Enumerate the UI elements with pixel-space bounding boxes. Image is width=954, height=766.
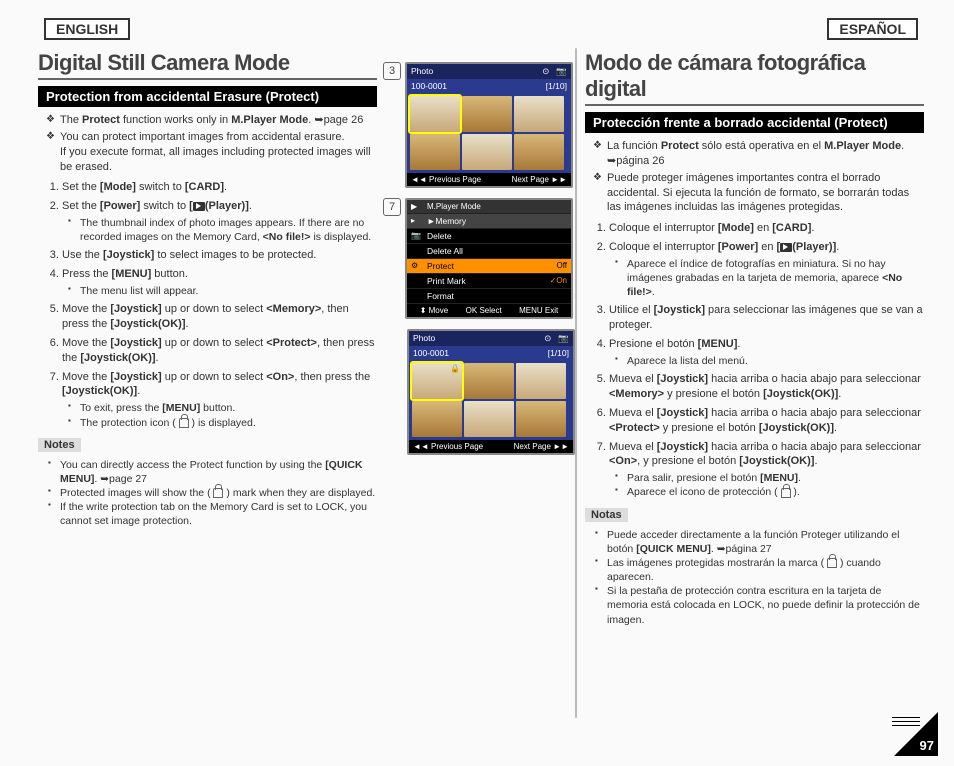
substep: To exit, press the [MENU] button. — [68, 401, 377, 415]
manual-page: ENGLISH Digital Still Camera Mode Protec… — [0, 0, 954, 766]
lang-badge-en: ENGLISH — [44, 18, 130, 40]
notes-en: You can directly access the Protect func… — [48, 458, 377, 529]
intro-en: The Protect function works only in M.Pla… — [46, 113, 377, 174]
english-column: ENGLISH Digital Still Camera Mode Protec… — [30, 18, 385, 748]
lock-icon — [179, 418, 189, 428]
menu-title: M.Player Mode — [427, 202, 481, 211]
step: Move the [Joystick] up or down to select… — [62, 336, 377, 366]
step-badge-7: 7 — [383, 198, 401, 216]
menu-item: Protect — [427, 261, 454, 271]
step-badge-3: 3 — [383, 62, 401, 80]
step: Mueva el [Joystick] hacia arriba o hacia… — [609, 406, 924, 436]
opt-on: ✓On — [550, 276, 567, 285]
substep: Aparece la lista del menú. — [615, 354, 924, 368]
notes-es: Puede acceder directamente a la función … — [595, 528, 924, 627]
thumbnail — [516, 401, 566, 437]
step: Move the [Joystick] up or down to select… — [62, 370, 377, 430]
next-page: Next Page ►► — [512, 175, 567, 184]
lock-icon — [213, 488, 223, 498]
spanish-column: ESPAÑOL Modo de cámara fotográfica digit… — [577, 18, 932, 748]
intro-item: Puede proteger imágenes importantes cont… — [593, 171, 924, 216]
step: Mueva el [Joystick] hacia arriba o hacia… — [609, 372, 924, 402]
substep: Aparece el icono de protección ( ). — [615, 485, 924, 499]
note: You can directly access the Protect func… — [48, 458, 377, 486]
opt-off: Off — [556, 261, 567, 270]
exit-hint: MENU Exit — [519, 306, 558, 315]
step: Set the [Power] switch to [(Player)]. Th… — [62, 199, 377, 244]
intro-es: La función Protect sólo está operativa e… — [593, 139, 924, 215]
thumbnail: 🔒 — [412, 363, 462, 399]
next-page: Next Page ►► — [514, 442, 569, 451]
lcd-screen-thumbs-protected: Photo ⊙ 📷 100-0001 [1/10] 🔒 — [407, 329, 575, 455]
step: Utilice el [Joystick] para seleccionar l… — [609, 303, 924, 333]
step: Use the [Joystick] to select images to b… — [62, 248, 377, 263]
menu-item: Print Mark — [427, 276, 466, 286]
step: Mueva el [Joystick] hacia arriba o hacia… — [609, 440, 924, 500]
thumbnail — [462, 96, 512, 132]
screen-label: Photo — [411, 66, 433, 77]
lang-badge-es: ESPAÑOL — [827, 18, 918, 40]
lock-icon — [827, 558, 837, 568]
thumbnail — [516, 363, 566, 399]
intro-item: You can protect important images from ac… — [46, 130, 377, 175]
select-hint: OK Select — [466, 306, 502, 315]
step: Presione el botón [MENU]. Aparece la lis… — [609, 337, 924, 368]
substep: Aparece el índice de fotografías en mini… — [615, 257, 924, 300]
illustration-column: 3 Photo ⊙ 📷 100-0001 [1/10] — [385, 18, 575, 748]
step: Move the [Joystick] up or down to select… — [62, 302, 377, 332]
thumbnail — [410, 96, 460, 132]
thumbnail — [462, 134, 512, 170]
screen-label: Photo — [413, 333, 435, 344]
step: Coloque el interruptor [Mode] en [CARD]. — [609, 221, 924, 236]
intro-item: The Protect function works only in M.Pla… — [46, 113, 377, 128]
steps-es: Coloque el interruptor [Mode] en [CARD].… — [609, 221, 924, 499]
substep: Para salir, presione el botón [MENU]. — [615, 471, 924, 485]
step: Press the [MENU] button. The menu list w… — [62, 267, 377, 298]
lock-icon — [781, 488, 791, 498]
page-counter: [1/10] — [548, 348, 569, 358]
file-counter: 100-0001 — [413, 348, 449, 358]
notes-label-es: Notas — [585, 508, 628, 522]
lcd-screen-thumbs: Photo ⊙ 📷 100-0001 [1/10] — [405, 62, 573, 188]
steps-en: Set the [Mode] switch to [CARD]. Set the… — [62, 180, 377, 429]
move-hint: ⬍ Move — [420, 306, 449, 315]
substep: The protection icon ( ) is displayed. — [68, 416, 377, 430]
title-en: Digital Still Camera Mode — [38, 50, 377, 76]
substep: The thumbnail index of photo images appe… — [68, 216, 377, 244]
note: If the write protection tab on the Memor… — [48, 500, 377, 528]
prev-page: ◄◄ Previous Page — [411, 175, 481, 184]
prev-page: ◄◄ Previous Page — [413, 442, 483, 451]
page-number: 97 — [920, 738, 934, 753]
file-counter: 100-0001 — [411, 81, 447, 91]
section-en: Protection from accidental Erasure (Prot… — [38, 86, 377, 107]
note: Puede acceder directamente a la función … — [595, 528, 924, 556]
step: Set the [Mode] switch to [CARD]. — [62, 180, 377, 195]
thumbnail — [514, 96, 564, 132]
lcd-screen-menu: ▶M.Player Mode ▸►Memory 📷Delete Delete A… — [405, 198, 573, 319]
note: Las imágenes protegidas mostrarán la mar… — [595, 556, 924, 584]
notes-label-en: Notes — [38, 438, 81, 452]
thumbnail — [514, 134, 564, 170]
step: Coloque el interruptor [Power] en [(Play… — [609, 240, 924, 299]
note: Si la pestaña de protección contra escri… — [595, 584, 924, 627]
page-number-badge: 97 — [894, 712, 938, 756]
page-counter: [1/10] — [546, 81, 567, 91]
thumbnail — [410, 134, 460, 170]
thumbnail — [412, 401, 462, 437]
section-es: Protección frente a borrado accidental (… — [585, 112, 924, 133]
title-es: Modo de cámara fotográfica digital — [585, 50, 924, 102]
thumbnail — [464, 401, 514, 437]
intro-item: La función Protect sólo está operativa e… — [593, 139, 924, 169]
menu-item: Format — [427, 291, 454, 301]
substep: The menu list will appear. — [68, 284, 377, 298]
menu-item: Delete All — [427, 246, 463, 256]
menu-item: ►Memory — [427, 216, 466, 226]
note: Protected images will show the ( ) mark … — [48, 486, 377, 500]
menu-item: Delete — [427, 231, 452, 241]
thumbnail — [464, 363, 514, 399]
